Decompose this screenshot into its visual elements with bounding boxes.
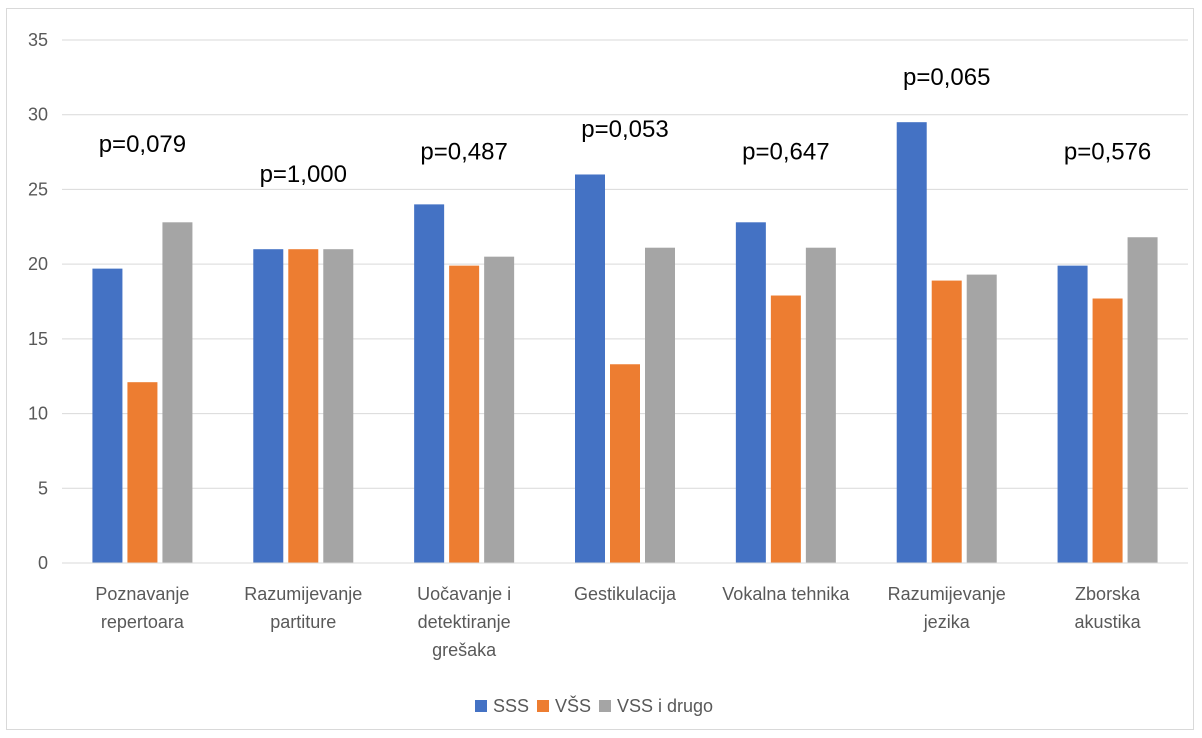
bar (770, 295, 801, 563)
y-tick-label: 5 (38, 478, 48, 498)
y-tick-label: 0 (38, 553, 48, 573)
x-tick-label: Zborska akustika (1075, 584, 1142, 632)
bar (449, 265, 480, 563)
y-tick-label: 35 (28, 30, 48, 50)
x-tick-label-line: Poznavanje (95, 584, 189, 604)
x-tick-label-line: Vokalna tehnika (722, 584, 850, 604)
bar (735, 222, 766, 563)
legend: SSS VŠS VSS i drugo (475, 695, 713, 716)
x-tick-label: Razumijevanje jezika (888, 584, 1006, 632)
p-value-annotations: p=0,079 p=1,000 p=0,487 p=0,053 p=0,647 p=0,0… (99, 64, 1152, 188)
p-value-label: p=0,079 (99, 131, 186, 158)
x-tick-label: Gestikulacija (574, 584, 677, 604)
y-tick-label: 20 (28, 254, 48, 274)
p-value-label: p=0,065 (903, 64, 990, 91)
x-tick-label: Razumijevanje partiture (244, 584, 362, 632)
bar (288, 249, 319, 563)
bar (896, 122, 927, 563)
x-tick-label-line: detektiranje (418, 612, 511, 632)
x-tick-label-line: Razumijevanje (888, 584, 1006, 604)
y-axis-ticks: 0 5 10 15 20 25 30 35 (28, 30, 48, 573)
x-tick-label-line: akustika (1075, 612, 1142, 632)
x-tick-label-line: Uočavanje i (417, 584, 511, 604)
bar (931, 280, 962, 563)
bar (966, 274, 997, 563)
bar (92, 268, 123, 563)
x-tick-label-line: grešaka (432, 640, 497, 660)
bars (92, 122, 1158, 563)
x-tick-label-line: jezika (923, 612, 971, 632)
legend-swatch (475, 700, 487, 712)
legend-label: VSS i drugo (617, 696, 713, 716)
p-value-label: p=0,053 (581, 116, 668, 143)
bar (414, 204, 445, 563)
y-tick-label: 30 (28, 105, 48, 125)
p-value-label: p=0,487 (420, 139, 507, 166)
p-value-label: p=1,000 (260, 161, 347, 188)
bar (805, 247, 836, 563)
bar (127, 382, 158, 563)
x-tick-label-line: Gestikulacija (574, 584, 677, 604)
bar (1127, 237, 1158, 563)
x-tick-label: Uočavanje i detektiranje grešaka (417, 584, 511, 660)
bar (575, 174, 605, 563)
legend-swatch (599, 700, 611, 712)
bar (610, 364, 640, 563)
x-tick-label-line: Razumijevanje (244, 584, 362, 604)
p-value-label: p=0,647 (742, 139, 829, 166)
legend-label: SSS (493, 696, 529, 716)
bar (162, 222, 193, 563)
legend-swatch (537, 700, 549, 712)
bar (1057, 265, 1088, 563)
bar (484, 256, 515, 563)
y-tick-label: 15 (28, 329, 48, 349)
x-tick-label-line: repertoara (101, 612, 185, 632)
x-axis-labels: Poznavanje repertoara Razumijevanje partitu… (95, 584, 1141, 660)
gridlines (62, 39, 1188, 489)
y-tick-label: 10 (28, 404, 48, 424)
legend-label: VŠS (555, 695, 591, 716)
bar (1092, 298, 1123, 563)
y-tick-label: 25 (28, 179, 48, 199)
x-tick-label-line: partiture (270, 612, 336, 632)
bar (253, 249, 284, 563)
p-value-label: p=0,576 (1064, 139, 1151, 166)
bar (323, 249, 354, 563)
x-tick-label: Vokalna tehnika (722, 584, 850, 604)
bar (645, 247, 675, 563)
x-tick-label-line: Zborska (1075, 584, 1141, 604)
x-tick-label: Poznavanje repertoara (95, 584, 189, 632)
